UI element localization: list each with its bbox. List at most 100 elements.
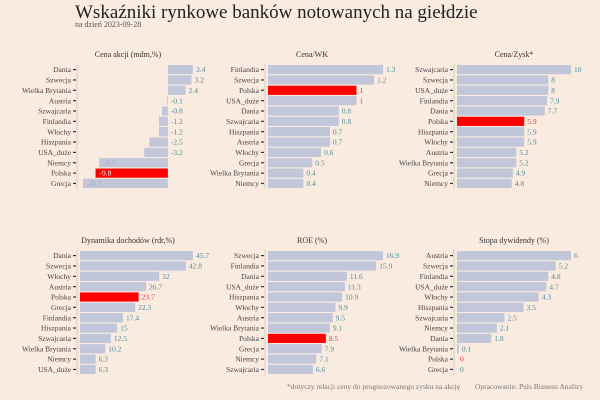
category-label: Grecja	[428, 365, 449, 374]
panel-5: ROE (%) Szwecja 16.9 Finlandia 15.9 Dania 11.6…	[210, 236, 399, 376]
category-label: Włochy	[235, 148, 259, 157]
data-label: 0.5	[315, 158, 325, 167]
bar-szwajcaria	[268, 116, 339, 126]
category-label: Finlandia	[420, 96, 449, 105]
bar-grecja	[457, 168, 513, 178]
bar-grecja	[82, 178, 168, 189]
bar-szwajcaria	[161, 106, 168, 116]
category-label: Polska	[51, 293, 72, 302]
category-label: Finlandia	[231, 65, 260, 74]
data-label: 3.5	[527, 303, 537, 312]
bar-grecja	[268, 158, 313, 168]
category-label: USA_duże	[226, 96, 260, 105]
data-label: 0	[460, 355, 464, 364]
bar-dania	[457, 106, 545, 116]
bar-austria	[268, 313, 333, 323]
data-label: 5.2	[559, 262, 569, 271]
category-label: Hiszpania	[418, 127, 449, 136]
data-label: -1.2	[171, 127, 183, 136]
bar-polska	[268, 333, 326, 343]
bar-polska	[268, 85, 357, 95]
category-label: Wielka Brytania	[399, 158, 449, 167]
data-label: 0.4	[306, 179, 316, 188]
bar-austria	[268, 137, 330, 147]
bar-szwecja	[80, 261, 186, 271]
bar-usa-du-e	[144, 147, 168, 157]
bar-grecja	[268, 344, 322, 354]
data-label: 8	[551, 86, 555, 95]
bar-finlandia	[268, 65, 383, 75]
bar-szwajcaria	[268, 364, 313, 375]
category-label: Niemcy	[424, 179, 448, 188]
data-label: 15.9	[379, 262, 392, 271]
bar-hiszpania	[268, 292, 343, 302]
data-label: 1.8	[494, 334, 504, 343]
data-label: 9.9	[338, 303, 348, 312]
data-label: 10.9	[345, 293, 358, 302]
data-label: 5.2	[519, 158, 529, 167]
category-label: Szwajcaria	[415, 65, 449, 74]
bar-grecja	[80, 302, 136, 312]
category-label: Dania	[430, 334, 449, 343]
data-label: 5.9	[527, 127, 537, 136]
panel-2: Cena/WK Finlandia 1.3 Szwecja 1.2 Polska 1 USA_…	[210, 50, 396, 190]
chart-subtitle: na dzień 2023-09-28	[75, 20, 141, 29]
category-label: Szwajcaria	[38, 334, 72, 343]
data-label: 4.9	[516, 169, 526, 178]
category-label: Wielka Brytania	[22, 86, 72, 95]
bar-w-ochy	[457, 292, 539, 302]
data-label: 5.9	[527, 138, 537, 147]
category-label: Niemcy	[47, 355, 71, 364]
bar-niemcy	[268, 178, 304, 189]
category-label: Grecja	[428, 169, 449, 178]
data-label: 17.4	[126, 313, 139, 322]
data-label: 9.1	[333, 324, 343, 333]
category-label: Wielka Brytania	[210, 169, 260, 178]
bar-hiszpania	[457, 127, 525, 137]
data-label: 7.9	[325, 344, 335, 353]
category-label: Austria	[426, 251, 449, 260]
data-label: 11.3	[348, 282, 361, 291]
data-label: 7.9	[550, 96, 560, 105]
bar-dania	[268, 106, 339, 116]
data-label: 8.5	[329, 334, 339, 343]
data-label: 12.5	[114, 334, 127, 343]
data-label: 6.6	[316, 365, 326, 374]
category-label: Szwecja	[423, 262, 449, 271]
data-label: 6.3	[99, 355, 109, 364]
bar-usa-du-e	[268, 96, 357, 106]
data-label: 1	[359, 96, 363, 105]
bar-szwecja	[167, 75, 192, 85]
category-label: Wielka Brytania	[22, 344, 72, 353]
bar-wielka-brytania	[457, 344, 459, 354]
data-label: 3.2	[195, 76, 205, 85]
category-label: Polska	[51, 169, 72, 178]
bar-finlandia	[159, 116, 168, 126]
panel-4: Dynamika dochodów (rdr,%) Dania 45.7 Szwecj…	[22, 236, 209, 376]
bar-szwajcaria	[80, 333, 111, 343]
bar-finlandia	[268, 261, 377, 271]
data-label: 3.4	[196, 65, 206, 74]
bar-austria	[457, 147, 517, 157]
category-label: Polska	[239, 334, 260, 343]
data-label: 0.8	[342, 117, 352, 126]
category-label: Hiszpania	[229, 293, 260, 302]
data-label: 32	[162, 272, 170, 281]
bar-wielka-brytania	[268, 323, 330, 333]
category-label: Austria	[237, 138, 260, 147]
category-label: Dania	[241, 107, 260, 116]
data-label: 7.7	[548, 107, 558, 116]
category-label: Grecja	[239, 344, 260, 353]
category-label: USA_duże	[226, 282, 260, 291]
data-label: 11.6	[350, 272, 363, 281]
category-label: Austria	[237, 313, 260, 322]
data-label: 4.3	[542, 293, 552, 302]
bar-niemcy	[457, 178, 512, 189]
category-label: USA_duże	[415, 86, 449, 95]
bar-wielka-brytania	[268, 168, 304, 178]
category-label: Hiszpania	[418, 303, 449, 312]
panel-title: Stopa dywidendy (%)	[479, 236, 549, 245]
category-label: Włochy	[47, 127, 71, 136]
bar-hiszpania	[457, 302, 524, 312]
category-label: Włochy	[235, 303, 259, 312]
